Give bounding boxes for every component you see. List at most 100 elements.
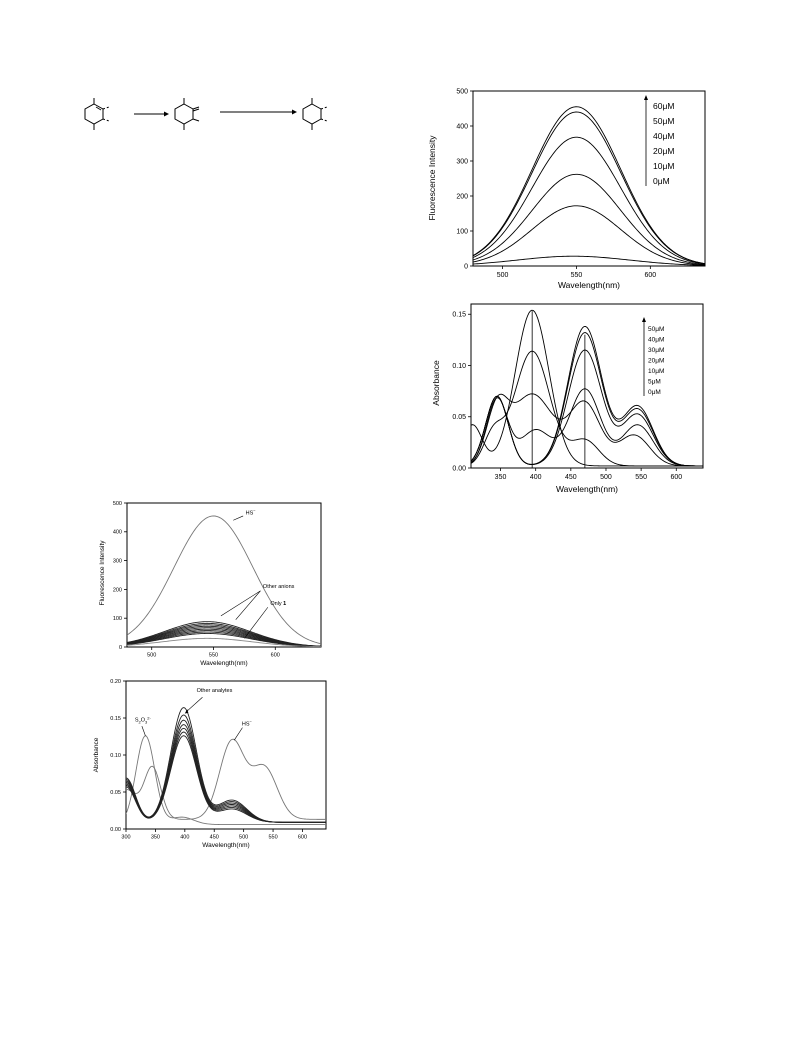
legend-label: 50μM xyxy=(648,326,664,333)
series-line xyxy=(473,106,705,265)
x-tick-label: 600 xyxy=(644,272,656,279)
absorbance-selectivity-chart: 300 350 400 450 500 550 600 0.00 0.05 0.10 0.15 0.2… xyxy=(93,679,327,849)
series-line xyxy=(471,325,703,467)
fluorescence-selectivity-chart: 500 550 600 0 100 200 300 400 500 Wavelength(nm) F… xyxy=(99,501,322,667)
y-tick-label: 100 xyxy=(456,228,468,235)
legend-label: 30μM xyxy=(648,347,664,354)
absorbance-titration-chart: 350 400 450 500 550 600 0.00 0.05 0.10 0.15 Wavele… xyxy=(431,303,704,494)
x-tick-label: 550 xyxy=(268,835,277,841)
reaction-arrowhead-2 xyxy=(292,109,297,115)
x-tick-label: 300 xyxy=(121,835,130,841)
y-tick-label: 0 xyxy=(119,645,122,651)
y-tick-label: 200 xyxy=(456,193,468,200)
x-tick-label: 600 xyxy=(298,835,307,841)
annotation-other-anions: Other anions xyxy=(263,584,295,590)
annotation-leader xyxy=(141,726,146,736)
x-axis-label: Wavelength(nm) xyxy=(202,842,249,849)
y-tick-label: 400 xyxy=(113,530,122,536)
y-tick-label: 500 xyxy=(456,88,468,95)
y-tick-label: 0.05 xyxy=(452,414,466,421)
y-tick-label: 400 xyxy=(456,123,468,130)
y-tick-label: 0.15 xyxy=(110,716,121,722)
legend-label: 0μM xyxy=(653,176,670,186)
x-tick-label: 400 xyxy=(180,835,189,841)
series-line xyxy=(471,349,703,467)
reaction-arrowhead-1 xyxy=(164,111,169,117)
reaction-scheme xyxy=(84,98,328,130)
y-tick-label: 0 xyxy=(464,263,468,270)
x-tick-label: 600 xyxy=(670,474,682,481)
molecule-start xyxy=(84,98,110,130)
legend-label: 0μM xyxy=(648,389,661,396)
molecule-product xyxy=(302,98,328,130)
annotation-other-analytes: Other analytes xyxy=(197,688,233,694)
series-line xyxy=(127,633,321,647)
series-line xyxy=(471,393,703,467)
series-line xyxy=(473,173,705,266)
series-line xyxy=(126,714,326,823)
legend-label: 50μM xyxy=(653,116,674,126)
annotation-hs: HS− xyxy=(246,508,257,517)
annotation-leader xyxy=(220,590,261,617)
x-tick-label: 500 xyxy=(147,653,156,659)
annotation-leader xyxy=(185,697,203,713)
legend-label: 5μM xyxy=(648,379,661,386)
y-tick-label: 0.00 xyxy=(452,465,466,472)
series-line xyxy=(126,735,326,823)
x-tick-label: 400 xyxy=(530,474,542,481)
x-tick-label: 550 xyxy=(635,474,647,481)
legend-label: 60μM xyxy=(653,101,674,111)
x-axis-label: Wavelength(nm) xyxy=(200,660,247,667)
x-tick-label: 450 xyxy=(565,474,577,481)
plot-frame xyxy=(472,90,706,267)
y-tick-label: 0.05 xyxy=(110,790,121,796)
legend-label: 20μM xyxy=(648,358,664,365)
y-tick-label: 100 xyxy=(113,616,122,622)
series-line xyxy=(473,111,705,265)
annotation-hs: HS− xyxy=(242,719,253,728)
y-tick-label: 200 xyxy=(113,587,122,593)
plot-frame xyxy=(470,303,704,469)
series-line xyxy=(473,255,705,266)
molecule-intermediate xyxy=(174,98,200,130)
legend-label: 10μM xyxy=(653,161,674,171)
x-tick-label: 550 xyxy=(209,653,218,659)
annotation-only-1: Only 1 xyxy=(270,601,286,607)
fluorescence-titration-chart: 500 550 600 0 100 200 300 400 500 Wavelength(nm) F… xyxy=(427,88,706,290)
legend-label: 40μM xyxy=(653,131,674,141)
annotation-leader xyxy=(233,515,244,521)
legend-label: 40μM xyxy=(648,337,664,344)
series-line xyxy=(126,735,326,826)
y-tick-label: 0.00 xyxy=(110,827,121,833)
legend-label: 20μM xyxy=(653,146,674,156)
x-tick-label: 350 xyxy=(495,474,507,481)
annotation-leader xyxy=(233,727,243,741)
y-axis-label: Absorbance xyxy=(93,737,100,772)
y-axis-label: Fluorescence Intensity xyxy=(427,135,437,221)
y-axis-label: Absorbance xyxy=(431,360,441,406)
annotation-thiosulfate: S2O32- xyxy=(135,715,152,724)
x-tick-label: 600 xyxy=(271,653,280,659)
legend-label: 10μM xyxy=(648,368,664,375)
x-tick-label: 350 xyxy=(151,835,160,841)
series-line xyxy=(471,332,703,467)
series-line xyxy=(473,205,705,266)
x-tick-label: 500 xyxy=(600,474,612,481)
annotation-arrowhead xyxy=(184,709,189,714)
y-tick-label: 0.15 xyxy=(452,312,466,319)
series-line xyxy=(126,738,326,820)
series-line xyxy=(473,136,705,265)
legend-arrowhead xyxy=(644,95,648,100)
x-tick-label: 550 xyxy=(571,272,583,279)
x-tick-label: 500 xyxy=(497,272,509,279)
series-line xyxy=(471,350,703,467)
plot-frame xyxy=(126,502,322,648)
series-line xyxy=(127,637,321,647)
x-axis-label: Wavelength(nm) xyxy=(556,484,618,494)
series-line xyxy=(126,724,326,823)
x-tick-label: 450 xyxy=(210,835,219,841)
series-line xyxy=(471,388,703,467)
series-line xyxy=(127,515,321,645)
y-tick-label: 0.10 xyxy=(452,363,466,370)
annotation-leader xyxy=(235,590,261,620)
